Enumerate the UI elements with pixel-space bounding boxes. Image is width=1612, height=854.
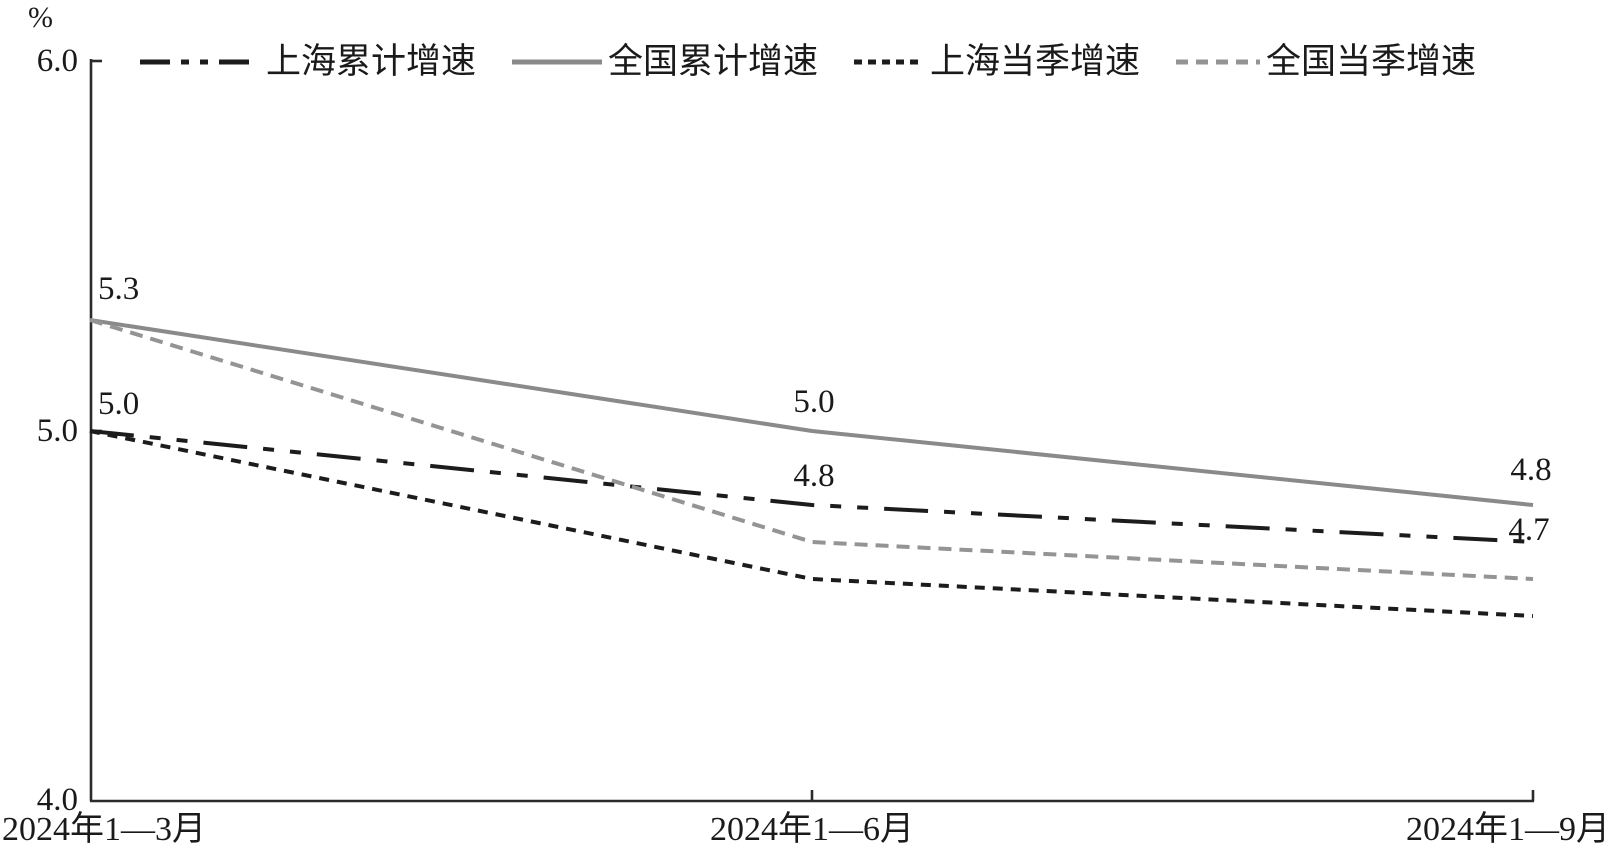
legend-label: 上海当季增速 [930,42,1141,81]
dashed-line-sample-icon [1176,59,1261,65]
x-tick-label-q1: 2024年1—3月 [2,811,206,848]
legend-label: 上海累计增速 [266,42,477,81]
legend-label: 全国当季增速 [1266,42,1477,81]
dash-dot-line-sample-icon [140,59,260,65]
y-axis-unit-label: % [28,1,53,34]
data-label: 4.8 [1510,452,1552,488]
legend-item-shanghai-cumulative: 上海累计增速 [140,40,476,84]
legend-item-national-cumulative: 全国累计增速 [512,40,818,84]
legend: 上海累计增速 全国累计增速 上海当季增速 全国当季增速 [140,40,1476,84]
legend-label: 全国累计增速 [608,42,819,81]
y-tick-label-4: 4.0 [36,782,78,818]
series-line-dash-dot [89,429,1534,544]
legend-item-shanghai-quarterly: 上海当季增速 [854,40,1140,84]
data-label: 4.7 [1508,512,1550,548]
series-line-dashed [89,318,1534,581]
y-tick-label-6: 6.0 [36,43,78,79]
x-tick-label-h1: 2024年1—6月 [710,811,914,848]
x-tick-label-q3: 2024年1—9月 [1406,811,1610,848]
data-label: 5.0 [98,386,140,422]
data-label: 4.8 [793,458,835,494]
dotted-line-sample-icon [854,59,925,65]
data-label: 5.3 [98,271,140,307]
data-label: 5.0 [793,384,835,420]
solid-line-sample-icon [512,59,603,65]
legend-item-national-quarterly: 全国当季增速 [1176,40,1476,84]
series-lines [89,318,1534,618]
series-line-solid [89,318,1534,507]
y-tick-label-5: 5.0 [36,413,78,449]
